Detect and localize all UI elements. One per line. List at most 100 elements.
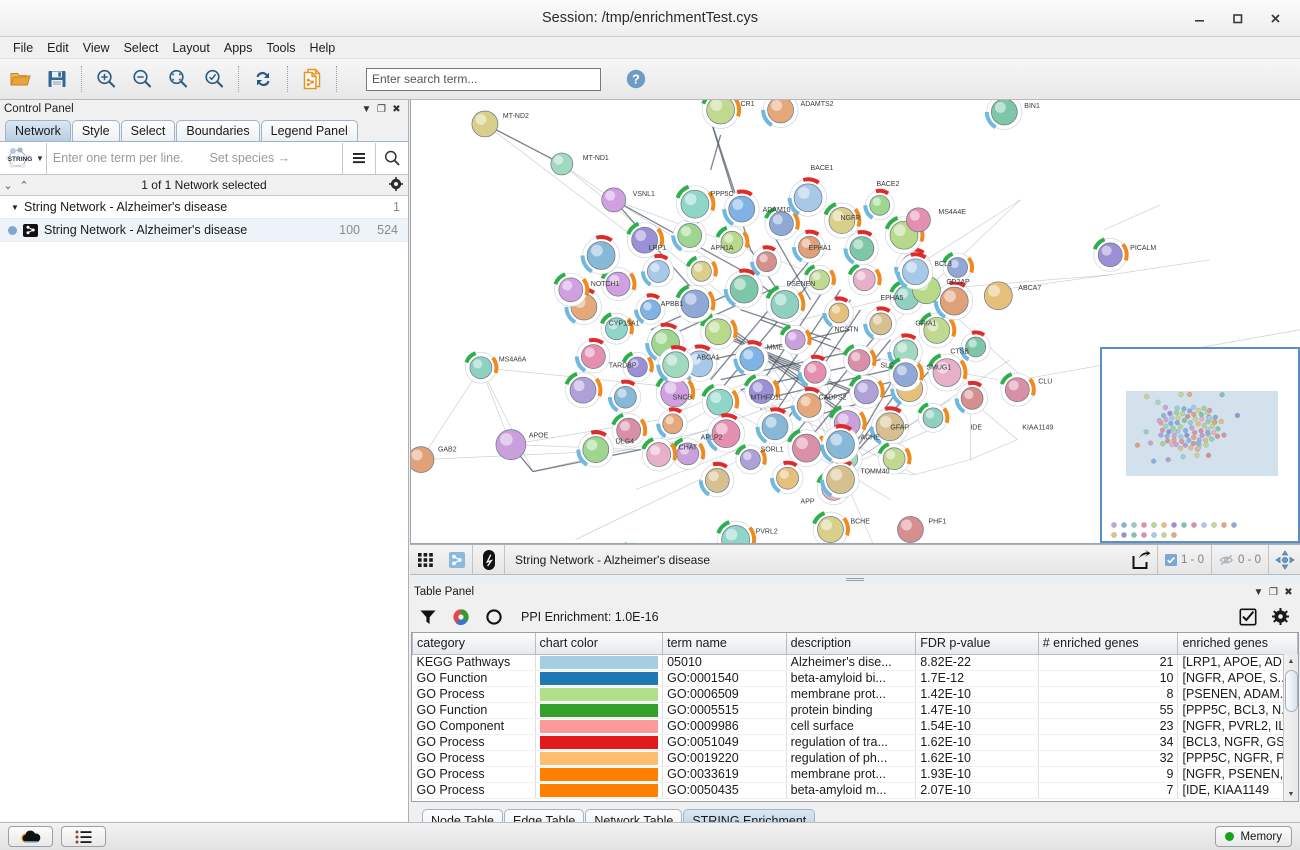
menu-help[interactable]: Help xyxy=(309,40,336,55)
zoom-in-icon[interactable] xyxy=(89,62,123,96)
network-node[interactable] xyxy=(729,274,759,304)
network-node[interactable] xyxy=(581,344,606,369)
string-search-icon[interactable] xyxy=(375,142,408,174)
network-node[interactable] xyxy=(582,436,610,463)
export-network-icon[interactable] xyxy=(295,62,329,96)
selected-nodes-indicator[interactable]: 1 - 0 xyxy=(1158,553,1211,566)
network-node[interactable] xyxy=(740,449,761,470)
column-header-fdr[interactable]: FDR p-value xyxy=(915,633,1039,655)
network-node[interactable] xyxy=(776,466,799,490)
network-node[interactable] xyxy=(852,268,876,292)
zoom-selected-icon[interactable] xyxy=(197,62,231,96)
network-node[interactable] xyxy=(828,302,850,324)
open-session-icon[interactable] xyxy=(4,62,38,96)
column-header-description[interactable]: description xyxy=(785,633,917,655)
network-settings-gear-icon[interactable] xyxy=(389,176,403,194)
network-node[interactable] xyxy=(601,187,627,213)
network-node[interactable] xyxy=(932,358,962,387)
network-node[interactable] xyxy=(691,260,712,282)
network-node[interactable] xyxy=(803,360,827,384)
network-node[interactable] xyxy=(646,442,672,467)
task-list-icon[interactable] xyxy=(61,826,106,847)
network-node[interactable] xyxy=(662,413,684,435)
network-node[interactable] xyxy=(1004,377,1030,403)
options-menu-icon[interactable] xyxy=(342,142,375,174)
table-vertical-scrollbar[interactable]: ▲ ▼ xyxy=(1283,654,1298,801)
network-node[interactable] xyxy=(983,281,1013,311)
network-node[interactable] xyxy=(882,447,906,471)
menu-edit[interactable]: Edit xyxy=(47,40,69,55)
network-node[interactable] xyxy=(680,189,710,219)
menu-apps[interactable]: Apps xyxy=(223,40,253,55)
select-all-checkbox-icon[interactable] xyxy=(1238,606,1258,628)
network-node[interactable] xyxy=(853,379,879,405)
column-header-chart_color[interactable]: chart color xyxy=(534,633,664,655)
network-node[interactable] xyxy=(847,349,871,372)
column-header-enriched_count[interactable]: # enriched genes xyxy=(1037,633,1179,655)
network-share-icon[interactable] xyxy=(441,545,472,574)
network-node[interactable] xyxy=(960,387,984,410)
network-node[interactable] xyxy=(704,468,730,493)
cloud-status-icon[interactable] xyxy=(8,826,53,847)
network-node[interactable] xyxy=(471,110,499,138)
network-node[interactable] xyxy=(826,465,855,494)
column-header-term_name[interactable]: term name xyxy=(662,633,787,655)
zoom-fit-icon[interactable] xyxy=(161,62,195,96)
tab-boundaries[interactable]: Boundaries xyxy=(176,120,260,141)
network-node[interactable] xyxy=(495,429,527,460)
network-node[interactable] xyxy=(558,277,584,303)
expand-all-icon[interactable]: ⌃ xyxy=(19,179,29,192)
network-node[interactable] xyxy=(793,183,823,213)
close-button[interactable] xyxy=(1256,4,1294,34)
close-icon[interactable]: ✖ xyxy=(392,103,401,115)
column-header-category[interactable]: category xyxy=(412,633,536,655)
tab-select[interactable]: Select xyxy=(120,120,176,141)
network-node[interactable] xyxy=(770,290,800,319)
network-node[interactable] xyxy=(939,286,969,316)
network-node[interactable] xyxy=(792,433,821,463)
chart-color-palette-icon[interactable] xyxy=(451,606,471,628)
network-node[interactable] xyxy=(784,329,806,351)
network-node[interactable] xyxy=(728,195,756,223)
float-panel-icon[interactable]: ❐ xyxy=(1269,586,1278,598)
network-node[interactable] xyxy=(469,356,493,380)
network-node[interactable] xyxy=(817,516,844,543)
grid-layout-icon[interactable] xyxy=(410,545,441,574)
menu-file[interactable]: File xyxy=(13,40,34,55)
network-node[interactable] xyxy=(897,516,924,543)
network-node[interactable] xyxy=(662,351,690,379)
maximize-button[interactable] xyxy=(1218,4,1256,34)
table-row[interactable]: GO Process GO:0050435 beta-amyloid m... 2.0… xyxy=(412,782,1298,799)
tab-style[interactable]: Style xyxy=(71,120,120,141)
zoom-out-icon[interactable] xyxy=(125,62,159,96)
network-node[interactable] xyxy=(756,251,777,273)
menu-layout[interactable]: Layout xyxy=(172,40,210,55)
scrollbar-thumb[interactable] xyxy=(1284,670,1298,712)
set-species-link[interactable]: Set species → xyxy=(209,151,291,165)
network-node[interactable] xyxy=(706,388,734,416)
memory-indicator[interactable]: Memory xyxy=(1215,826,1292,847)
filter-icon[interactable] xyxy=(418,606,438,628)
table-row[interactable]: GO Component GO:0009986 cell surface 1.54E-… xyxy=(412,718,1298,735)
donut-chart-icon[interactable] xyxy=(484,606,504,628)
tab-legend-panel[interactable]: Legend Panel xyxy=(260,120,358,141)
selected-edges-indicator[interactable]: 0 - 0 xyxy=(1212,554,1268,566)
network-node[interactable] xyxy=(660,378,690,408)
network-node[interactable] xyxy=(906,207,931,233)
annotation-pen-icon[interactable] xyxy=(473,545,504,574)
network-node[interactable] xyxy=(550,152,574,176)
search-input[interactable]: Enter search term... xyxy=(366,67,601,91)
network-node[interactable] xyxy=(677,223,703,248)
table-row[interactable]: GO Function GO:0005515 protein binding 1.47… xyxy=(412,702,1298,719)
network-node[interactable] xyxy=(680,289,710,319)
chevron-down-icon[interactable]: ▼ xyxy=(36,153,44,163)
string-term-input[interactable]: Enter one term per line. Set species → xyxy=(45,142,342,174)
panel-splitter[interactable] xyxy=(410,575,1300,583)
scroll-down-arrow-icon[interactable]: ▼ xyxy=(1287,790,1295,798)
network-node[interactable] xyxy=(569,376,597,404)
table-row[interactable]: GO Process GO:0033619 membrane prot... 1.93… xyxy=(412,766,1298,783)
refresh-icon[interactable] xyxy=(246,62,280,96)
network-overview-panel[interactable] xyxy=(1100,347,1300,543)
close-icon[interactable]: ✖ xyxy=(1284,586,1293,598)
network-node[interactable] xyxy=(646,260,670,283)
